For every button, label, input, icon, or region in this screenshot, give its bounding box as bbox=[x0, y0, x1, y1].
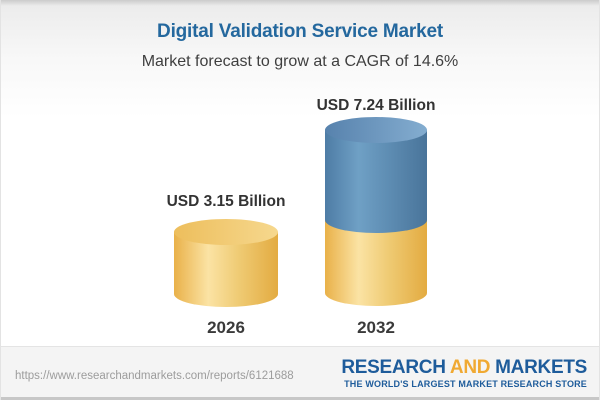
logo-wordmark: RESEARCH AND MARKETS bbox=[341, 358, 587, 377]
footer-bar: https://www.researchandmarkets.com/repor… bbox=[1, 346, 599, 397]
logo-word-markets: MARKETS bbox=[495, 357, 587, 378]
category-label-2032: 2032 bbox=[357, 318, 395, 337]
logo-word-research: RESEARCH bbox=[341, 357, 446, 378]
chart-title: Digital Validation Service Market bbox=[157, 21, 443, 42]
logo-word-and: AND bbox=[449, 357, 491, 378]
research-and-markets-logo: RESEARCH AND MARKETS THE WORLD'S LARGEST… bbox=[341, 358, 587, 389]
bar-2032-cylinder bbox=[325, 117, 427, 306]
bar-2026-cylinder bbox=[174, 219, 278, 307]
category-label-2026: 2026 bbox=[207, 318, 245, 337]
report-url[interactable]: https://www.researchandmarkets.com/repor… bbox=[15, 370, 294, 382]
value-label-2026: USD 3.15 Billion bbox=[166, 193, 286, 210]
logo-tagline: THE WORLD'S LARGEST MARKET RESEARCH STOR… bbox=[344, 379, 587, 389]
chart-subtitle: Market forecast to grow at a CAGR of 14.… bbox=[141, 53, 459, 70]
value-label-2032: USD 7.24 Billion bbox=[316, 97, 436, 114]
